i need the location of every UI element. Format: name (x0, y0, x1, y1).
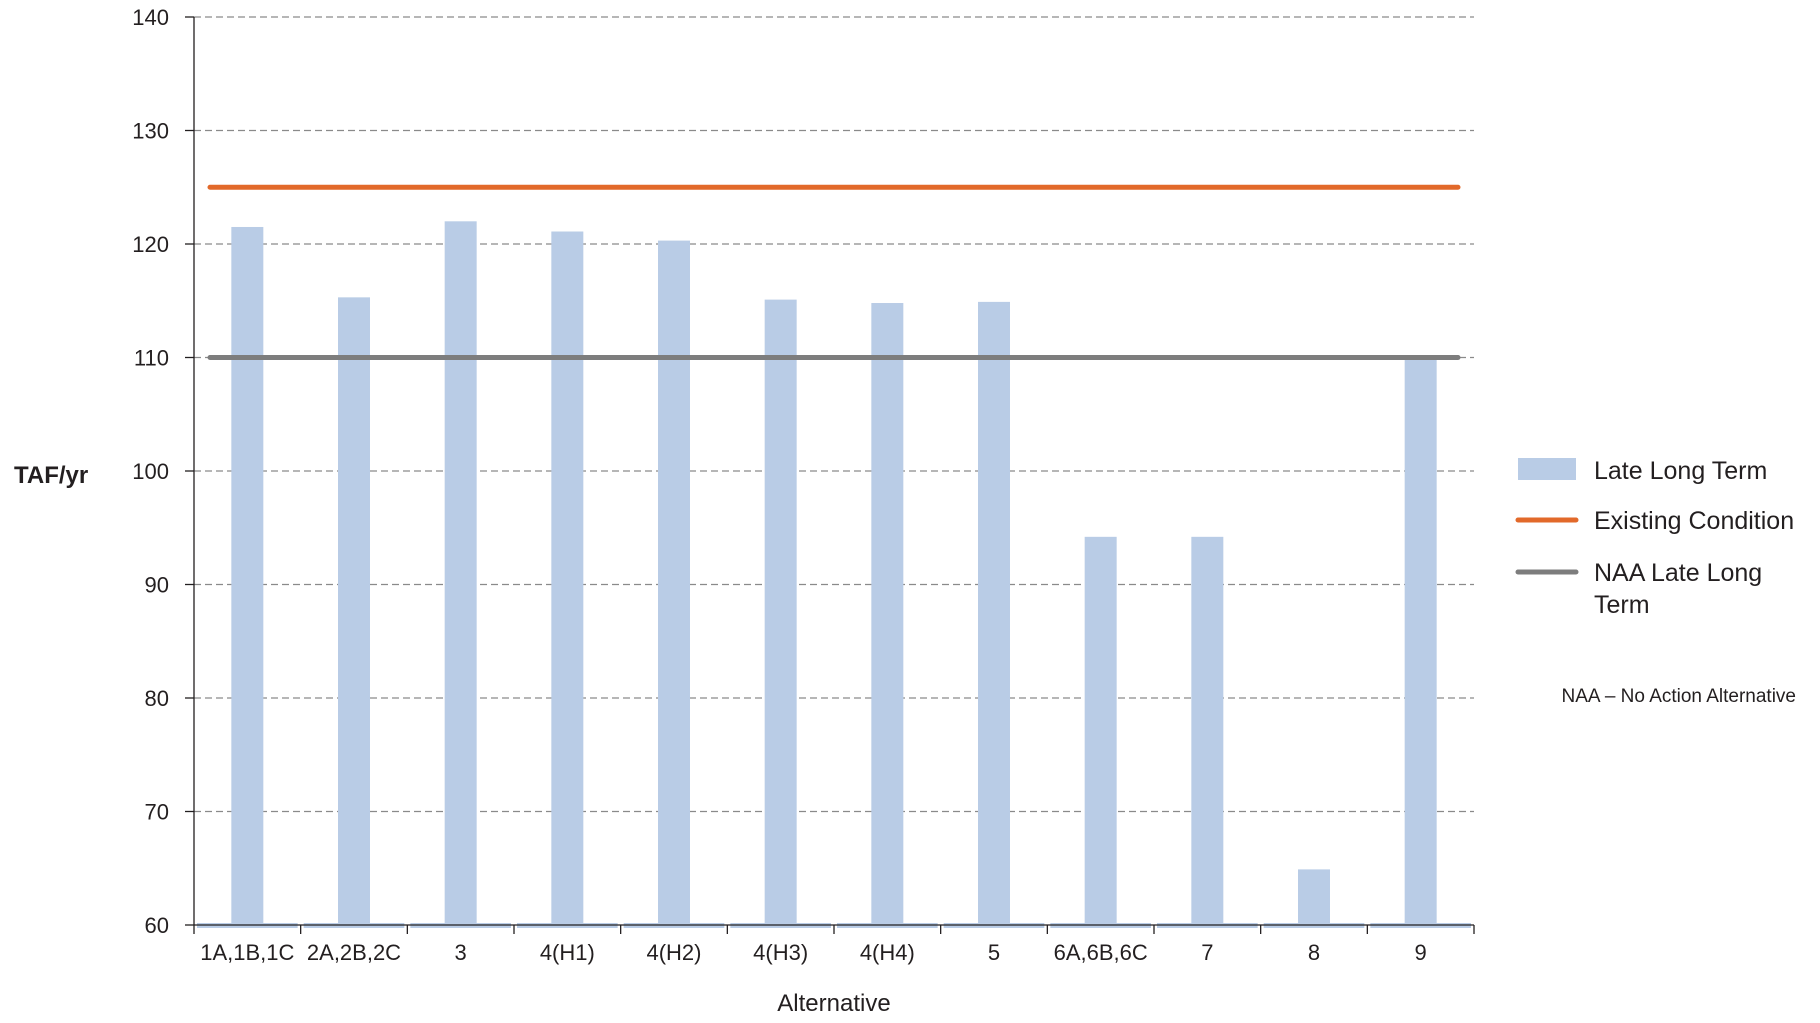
x-tick-label: 5 (988, 940, 1000, 965)
bar-8 (1298, 869, 1330, 925)
legend-label: Existing Condition (1594, 507, 1794, 535)
y-tick-label: 90 (145, 573, 169, 598)
legend-label: Term (1594, 591, 1650, 619)
legend: Late Long Term Existing Condition NAA Late… (1515, 457, 1796, 707)
x-tick-label: 4(H3) (753, 940, 808, 965)
x-tick-label: 4(H4) (860, 940, 915, 965)
bar-4(H4) (871, 303, 904, 925)
x-tick-label: 4(H1) (540, 940, 595, 965)
x-tick-label: 6A,6B,6C (1054, 940, 1148, 965)
y-tick-label: 60 (145, 913, 169, 938)
y-tick-label: 130 (132, 119, 169, 144)
y-axis-title: TAF/yr (14, 462, 88, 489)
legend-note: NAA – No Action Alternative (1562, 686, 1796, 707)
x-tick-label: 4(H2) (646, 940, 701, 965)
bar-4(H1) (551, 231, 584, 925)
x-axis-title: Alternative (777, 990, 890, 1017)
bar-9 (1404, 357, 1437, 925)
y-tick-label: 70 (145, 800, 169, 825)
legend-label: Late Long Term (1594, 457, 1767, 485)
bar-4(H3) (764, 299, 797, 925)
axes: 60 70 80 90 100 110 120 130 140 1A,1B,1C 2A,2B,2C 3… (14, 5, 1475, 1017)
y-tick-label: 140 (132, 5, 169, 30)
y-tick-label: 120 (132, 232, 169, 257)
y-tick-label: 80 (145, 686, 169, 711)
x-tick-label: 8 (1308, 940, 1320, 965)
bars (197, 221, 1471, 928)
bar-4(H2) (658, 240, 690, 926)
x-tick-label: 1A,1B,1C (200, 940, 294, 965)
bar-7 (1191, 536, 1224, 925)
bar-3 (444, 221, 477, 926)
x-tick-label: 7 (1201, 940, 1213, 965)
bar-5 (978, 301, 1010, 925)
x-tick-label: 9 (1415, 940, 1427, 965)
bar-1A,1B,1C (231, 226, 264, 926)
y-tick-label: 110 (134, 346, 169, 371)
x-tick-label: 2A,2B,2C (307, 940, 401, 965)
bar-6A,6B,6C (1084, 536, 1117, 925)
reference-lines (207, 184, 1461, 360)
legend-label: NAA Late Long (1594, 559, 1762, 587)
x-tick-label: 3 (455, 940, 467, 965)
grid-lines (194, 16, 1474, 813)
legend-swatch-bar (1518, 458, 1576, 480)
y-tick-label: 100 (132, 459, 169, 484)
bar-2A,2B,2C (338, 297, 370, 926)
